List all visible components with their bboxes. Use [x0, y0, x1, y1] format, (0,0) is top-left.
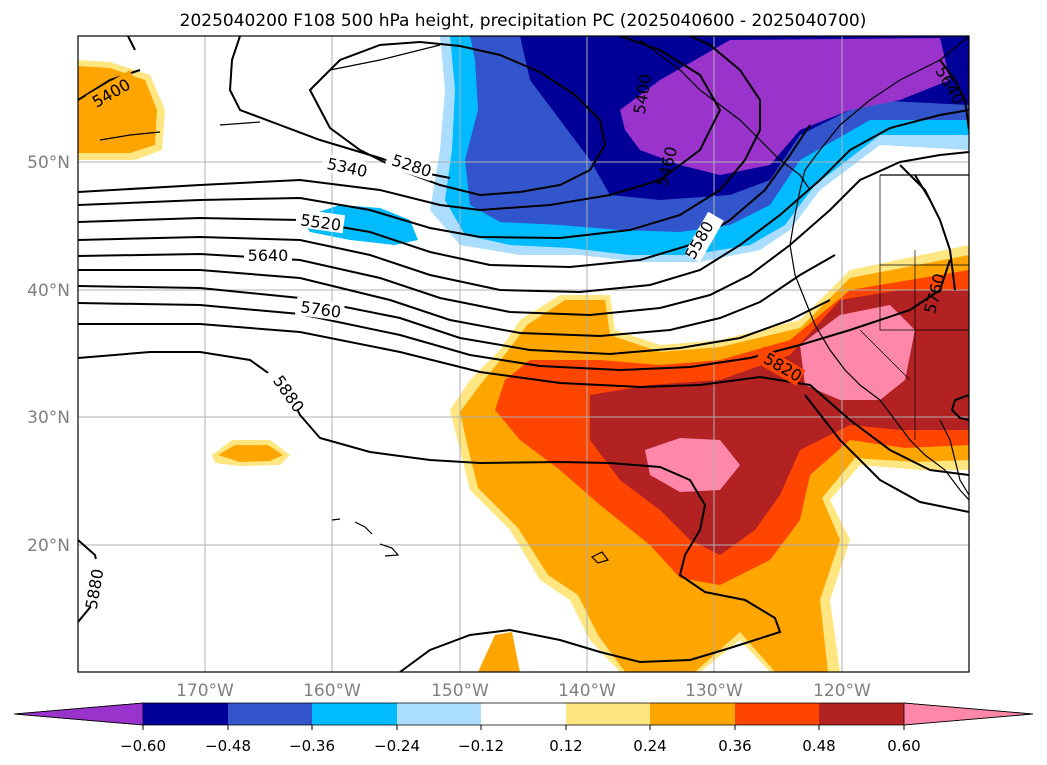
lon-label: 150°W: [431, 681, 489, 701]
colorbar-tick: 0.48: [802, 737, 835, 755]
colorbar-bin: [228, 703, 312, 725]
colorbar-bin: [819, 703, 904, 725]
colorbar-bin: [143, 703, 228, 725]
lat-label: 30°N: [27, 408, 70, 428]
colorbar-tick: 0.60: [887, 737, 920, 755]
colorbar-bin: [650, 703, 735, 725]
borders: [859, 175, 969, 440]
contour-label: 5640: [248, 246, 289, 265]
lon-label: 170°W: [176, 681, 234, 701]
lon-label: 140°W: [558, 681, 616, 701]
latitude-labels: 50°N 40°N 30°N 20°N: [27, 153, 70, 556]
anomaly-purple: [620, 38, 950, 175]
colorbar-bin: [481, 703, 566, 725]
anomaly-orange-small: [218, 445, 283, 462]
coastlines: [99, 36, 969, 564]
anomaly-pink-2: [800, 305, 915, 400]
lat-label: 20°N: [27, 536, 70, 556]
anomaly-orange-south: [478, 632, 520, 672]
lon-label: 160°W: [303, 681, 361, 701]
colorbar-bin: [566, 703, 650, 725]
map-title: 2025040200 F108 500 hPa height, precipit…: [180, 11, 867, 31]
anomaly-pink-1: [645, 438, 740, 492]
colorbar-extend-min: [13, 702, 144, 726]
colorbar-tick: −0.60: [120, 737, 166, 755]
lon-label: 130°W: [685, 681, 743, 701]
colorbar-tick: 0.24: [633, 737, 666, 755]
colorbar-tick: −0.48: [205, 737, 251, 755]
colorbar-bin: [735, 703, 819, 725]
map-area: 5400 5280 5340 5520 5640 5760 5880 5460 …: [78, 36, 969, 672]
map-frame: [77, 35, 970, 673]
colorbar-bin: [312, 703, 397, 725]
lat-label: 40°N: [27, 281, 70, 301]
colorbar-tick: −0.36: [289, 737, 335, 755]
colorbar: −0.60 −0.48 −0.36 −0.24 −0.12 0.12 0.24 …: [13, 702, 1034, 755]
colorbar-bin: [397, 703, 481, 725]
longitude-labels: 170°W 160°W 150°W 140°W 130°W 120°W: [176, 681, 871, 701]
height-contours: [78, 36, 969, 672]
colorbar-extend-max: [903, 702, 1034, 726]
colorbar-tick: 0.12: [549, 737, 582, 755]
colorbar-tick: 0.36: [718, 737, 751, 755]
colorbar-tick: −0.12: [458, 737, 504, 755]
colorbar-tick: −0.24: [374, 737, 420, 755]
lat-label: 50°N: [27, 153, 70, 173]
lon-label: 120°W: [813, 681, 871, 701]
